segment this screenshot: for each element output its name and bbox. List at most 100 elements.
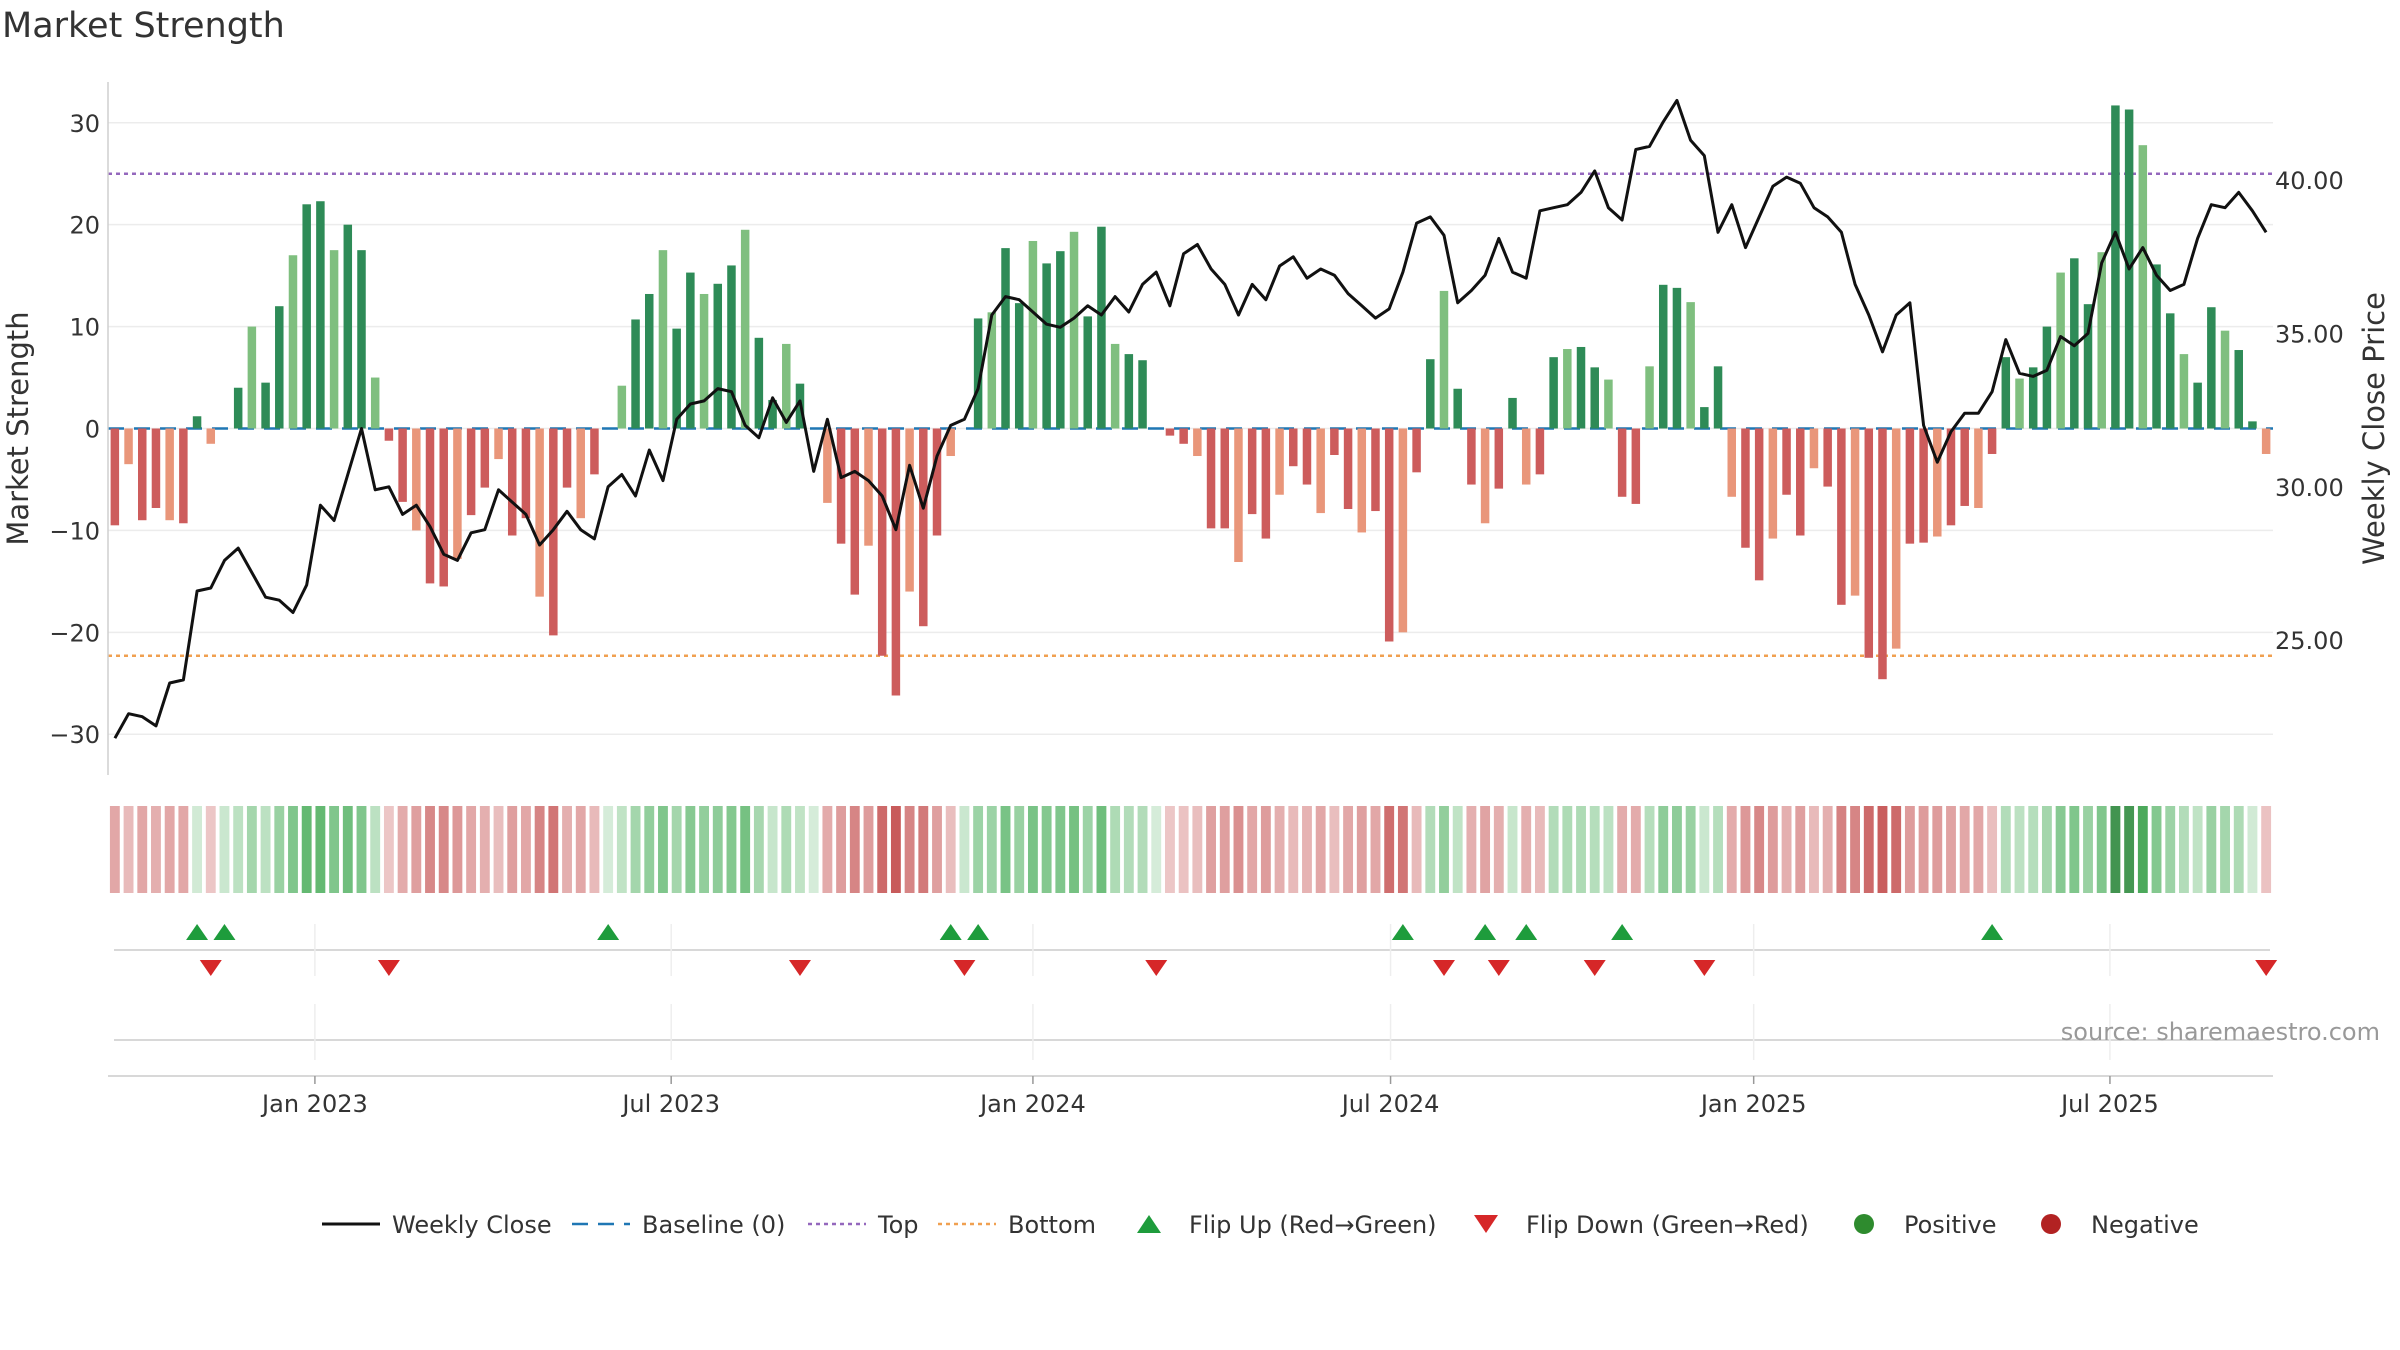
strength-bar <box>877 428 887 656</box>
strength-bar <box>1700 407 1709 429</box>
strength-bar <box>233 387 243 429</box>
legend-flip-up-icon <box>1137 1215 1161 1233</box>
strip-cell <box>685 806 696 893</box>
strip-cell <box>932 806 942 893</box>
strength-bar <box>1220 428 1230 529</box>
strength-bar <box>247 326 257 429</box>
strength-bar <box>686 272 695 429</box>
strip-cell <box>1219 806 1230 893</box>
y-left-tick-label: 0 <box>85 416 100 444</box>
strip-cell <box>288 806 298 893</box>
legend-item: Baseline (0) <box>572 1211 785 1239</box>
strip-cell <box>507 806 518 893</box>
strength-bar <box>2261 428 2271 454</box>
strip-cell <box>205 806 216 893</box>
strength-bar <box>2111 105 2120 429</box>
legend-label: Positive <box>1904 1211 1997 1239</box>
strength-bar <box>2097 252 2106 429</box>
strength-bar <box>2070 258 2079 429</box>
legend-circle-icon <box>2041 1214 2061 1234</box>
axes-layer: 30 20 10 0 −10 −20 −30 40.00 35.00 30.00 25.00 Mark… <box>1 82 2391 775</box>
strip-cell <box>192 806 202 893</box>
strip-cell <box>699 806 709 893</box>
x-tick-label: Jul 2023 <box>620 1090 720 1118</box>
strength-bar <box>507 428 517 536</box>
strength-bar <box>1919 428 1928 543</box>
strength-bar <box>1302 428 1312 485</box>
strength-bar <box>823 428 832 503</box>
strip-cell <box>1425 806 1436 893</box>
strip-cell <box>1548 806 1559 893</box>
strength-bar <box>1645 366 1654 429</box>
strength-bar <box>1179 428 1188 444</box>
strength-bar <box>2152 264 2161 429</box>
strip-cell <box>562 806 572 893</box>
strength-bar <box>549 428 558 636</box>
strength-bar <box>1193 428 1202 457</box>
strip-cell <box>178 806 189 893</box>
strength-bar <box>2138 145 2148 429</box>
strip-cell <box>452 806 463 893</box>
strip-cell <box>2055 806 2066 893</box>
strip-cell <box>1740 806 1751 893</box>
strength-bar <box>1754 428 1764 581</box>
strength-bar <box>466 428 476 516</box>
strength-bar <box>1330 428 1339 455</box>
strength-bar <box>1768 428 1778 539</box>
strip-cell <box>1726 806 1737 893</box>
strength-bar <box>1110 343 1120 429</box>
strip-cell <box>836 806 847 893</box>
strength-bar <box>1412 428 1421 473</box>
strength-bar <box>1905 428 1915 544</box>
strength-bar <box>1261 428 1271 539</box>
strip-cell <box>1493 806 1504 893</box>
strip-cell <box>137 806 148 893</box>
strength-bar <box>370 377 380 429</box>
strip-cell <box>2220 806 2230 893</box>
strip-cell <box>548 806 559 893</box>
strength-bar <box>1275 428 1284 495</box>
strip-cell <box>1178 806 1189 893</box>
strip-cell <box>1014 806 1025 893</box>
strength-bar <box>1439 290 1449 429</box>
strength-bar <box>1069 231 1079 429</box>
strength-bar <box>1782 428 1791 495</box>
legend: Weekly Close Baseline (0) Top Bottom Flip Up… <box>322 1211 2199 1239</box>
strip-cell <box>1123 806 1134 893</box>
strip-cell <box>1055 806 1066 893</box>
strip-cell <box>1192 806 1203 893</box>
y-left-tick-label: −20 <box>49 619 100 647</box>
strip-cell <box>2192 806 2203 893</box>
strip-cell <box>397 806 408 893</box>
strength-bar <box>288 255 298 429</box>
strip-cell <box>1713 806 1723 893</box>
strip-cell <box>1754 806 1765 893</box>
strip-cell <box>315 806 326 893</box>
strip-cell <box>1576 806 1586 893</box>
strip-cell <box>246 806 257 893</box>
strength-bar <box>480 428 490 488</box>
legend-circle-icon <box>1854 1214 1874 1234</box>
flip-down-marker <box>1693 960 1716 976</box>
y-right-tick-label: 35.00 <box>2275 320 2344 348</box>
strength-bar <box>891 428 901 696</box>
strength-bar <box>1316 428 1325 514</box>
strip-cell <box>1877 806 1888 893</box>
strip-cell <box>1260 806 1271 893</box>
strip-cell <box>589 806 600 893</box>
flip-up-marker <box>1474 924 1497 940</box>
strength-bar <box>535 428 544 597</box>
y-right-axis-label: Weekly Close Price <box>2357 292 2391 565</box>
flip-markers <box>114 924 2278 976</box>
strip-cell <box>849 806 860 893</box>
flip-up-marker <box>186 924 209 940</box>
flip-up-marker <box>1611 924 1634 940</box>
strength-bar <box>192 416 202 429</box>
strength-bar <box>1809 428 1819 469</box>
x-tick-label: Jul 2024 <box>1340 1090 1440 1118</box>
strength-bar <box>1343 428 1353 510</box>
strip-cell <box>1589 806 1600 893</box>
strip-cell <box>1069 806 1079 893</box>
strength-bar <box>1042 263 1051 429</box>
